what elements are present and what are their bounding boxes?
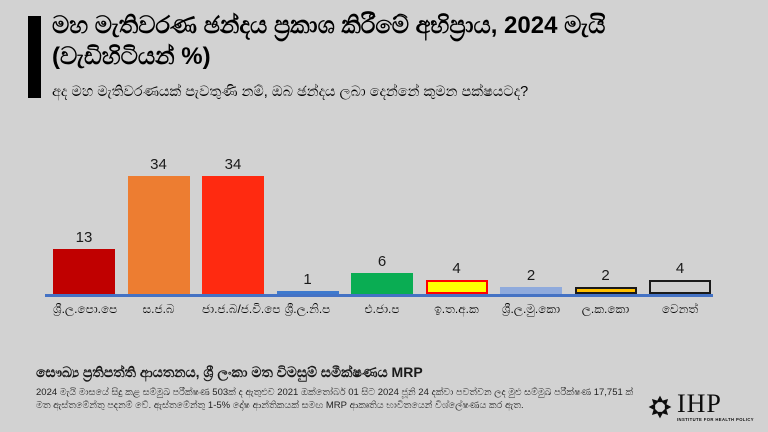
page-title-line1: මහ මැතිවරණ ඡන්දය ප්‍රකාශ කිරීමේ අභිප්‍රා…: [52, 12, 606, 39]
x-axis-label-npp-jvp: ජා.ජ.බ/ජ.වි.පෙ: [202, 302, 281, 316]
bar-value-label-itak: 4: [452, 260, 461, 278]
bar-slot-cwc: 2: [574, 267, 637, 294]
bar-slot-npp-jvp: 34: [202, 157, 264, 294]
bar-slpp: [53, 248, 115, 294]
bar-cwc: [574, 287, 637, 294]
title-accent-bar: [28, 16, 41, 98]
page-title-line2: (වැඩිහිටියන් %): [52, 43, 211, 70]
x-axis-label-itak: ඉ.ත.අ.ක: [434, 302, 479, 316]
methodology-note-line1: 2024 මැයි මාසයේ සිදු කළ සම්මුඛ පරීක්ෂණ 5…: [36, 387, 634, 398]
x-axis-label-unp: එ.ජා.ප: [364, 302, 400, 316]
bar-slot-sjb: 34: [127, 156, 190, 294]
x-axis-label-slpp: ශ්‍රී.ල.පො.පෙ: [53, 302, 118, 316]
bar-value-label-slfp: 1: [303, 270, 312, 288]
bar-slmc: [500, 287, 562, 294]
bar-value-label-sjb: 34: [150, 156, 167, 173]
x-axis-label-sjb: ස.ජ.බ: [142, 302, 175, 316]
bar-slot-slpp: 13: [53, 228, 115, 294]
x-axis-label-slmc: ශ්‍රී.ල.මු.කො: [501, 302, 561, 316]
methodology-note-line2: මත ඇස්තමේන්තු පදනම් වේ. ඇස්තමේන්තු 1-5% …: [36, 400, 524, 411]
ihp-pinwheel-icon: [648, 395, 672, 419]
x-axis-line: [45, 294, 713, 297]
bar-sjb: [127, 176, 190, 294]
bar-slot-itak: 4: [425, 260, 488, 294]
bar-itak: [425, 280, 488, 294]
bar-npp-jvp: [202, 176, 264, 294]
bar-value-label-other: 4: [675, 260, 685, 278]
bar-value-label-slpp: 13: [75, 228, 93, 246]
ihp-logo-caption: INSTITUTE FOR HEALTH POLICY: [676, 417, 754, 422]
x-axis-labels: ශ්‍රී.ල.පො.පෙ ස.ජ.බ ජා.ජ.බ/ජ.වි.පෙ ශ්‍රී.ල.…: [45, 302, 713, 317]
bar-chart: 13 34 34 1 6 4 2 2 4 ශ්‍රී.ල.පො.පෙ ස.ජ.බ ජා.ජ.බ/ජ.…: [45, 140, 713, 318]
page-title: මහ මැතිවරණ ඡන්දය ප්‍රකාශ කිරීමේ අභිප්‍රා…: [52, 10, 742, 72]
bar-value-label-cwc: 2: [601, 267, 610, 285]
survey-question: අද මහ මැතිවරණයක් පැවතුණි නම්, ඔබ ඡන්දය ල…: [52, 84, 529, 100]
bar-slfp: [276, 290, 339, 294]
bar-unp: [351, 273, 413, 294]
bar-slot-slfp: 1: [276, 270, 339, 294]
bars-row: 13 34 34 1 6 4 2 2 4: [45, 140, 713, 294]
bar-other: [649, 280, 711, 294]
x-axis-label-slfp: ශ්‍රී.ල.නි.ප: [284, 302, 331, 316]
bar-slot-other: 4: [649, 261, 711, 294]
bar-value-label-unp: 6: [377, 253, 387, 271]
bar-slot-unp: 6: [351, 254, 413, 294]
x-axis-label-other: වෙනත්: [661, 302, 699, 316]
bar-slot-slmc: 2: [500, 268, 562, 294]
x-axis-label-cwc: ල.ක.කො: [581, 302, 630, 316]
ihp-logo: IHP INSTITUTE FOR HEALTH POLICY: [647, 389, 754, 422]
bar-value-label-npp-jvp: 34: [224, 156, 242, 173]
ihp-logo-text: IHP: [676, 389, 722, 418]
source-line: සෞඛ්‍ය ප්‍රතිපත්ති ආයතනය, ශ්‍රී ලංකා මත …: [36, 364, 423, 380]
bar-value-label-slmc: 2: [526, 267, 536, 285]
